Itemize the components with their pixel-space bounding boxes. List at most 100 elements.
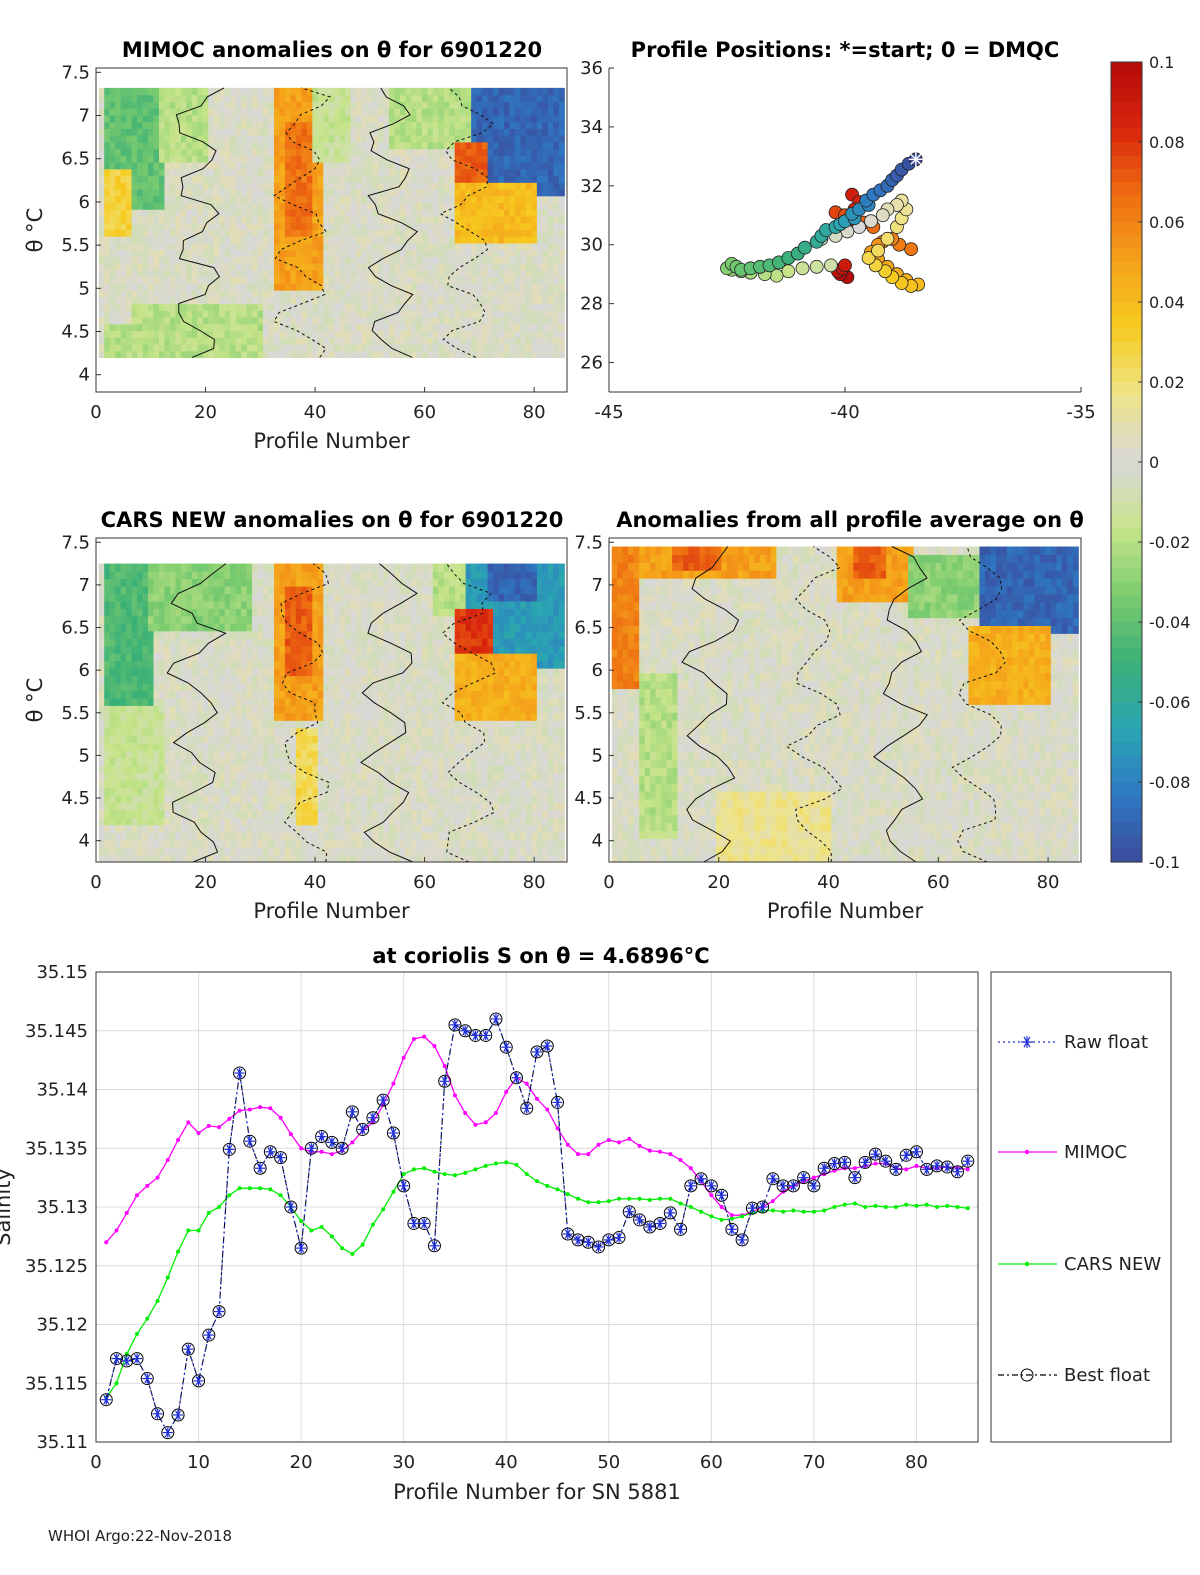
anomaly-cell	[558, 114, 565, 123]
anomaly-cell	[547, 330, 554, 338]
anomaly-cell	[252, 209, 259, 217]
anomaly-cell	[120, 630, 127, 639]
anomaly-cell	[148, 135, 155, 143]
anomaly-cell	[323, 337, 330, 345]
anomaly-cell	[421, 323, 428, 332]
anomaly-cell	[126, 168, 133, 177]
anomaly-cell	[432, 229, 439, 237]
anomaly-cell	[394, 283, 401, 291]
anomaly-cell	[252, 615, 259, 624]
anomaly-cell	[432, 135, 439, 143]
anomaly-cell	[273, 653, 281, 662]
anomaly-cell	[295, 779, 302, 788]
anomaly-cell	[493, 128, 500, 136]
anomaly-cell	[115, 653, 122, 662]
anomaly-cell	[169, 705, 177, 714]
anomaly-cell	[180, 854, 187, 863]
anomaly-cell	[230, 195, 237, 204]
anomaly-cell	[263, 787, 270, 796]
anomaly-cell	[301, 705, 308, 714]
anomaly-cell	[421, 162, 428, 170]
anomaly-cell	[164, 242, 171, 251]
anomaly-cell	[180, 750, 187, 759]
anomaly-cell	[284, 750, 292, 759]
anomaly-cell	[410, 155, 417, 163]
anomaly-cell	[224, 824, 231, 833]
anomaly-cell	[290, 222, 297, 230]
anomaly-cell	[476, 128, 483, 136]
anomaly-cell	[180, 310, 187, 318]
anomaly-cell	[295, 242, 302, 251]
anomaly-cell	[498, 128, 505, 136]
anomaly-cell	[432, 343, 439, 352]
anomaly-cell	[378, 114, 385, 123]
anomaly-cell	[432, 155, 439, 163]
anomaly-cell	[186, 229, 193, 237]
anomaly-cell	[284, 847, 292, 856]
anomaly-cell	[169, 615, 177, 624]
anomaly-cell	[153, 675, 160, 684]
anomaly-cell	[180, 623, 187, 632]
anomaly-cell	[219, 757, 226, 766]
anomaly-cell	[131, 802, 138, 811]
anomaly-cell	[246, 794, 253, 803]
anomaly-cell	[438, 236, 445, 244]
anomaly-cell	[219, 600, 226, 609]
anomaly-cell	[487, 128, 494, 136]
anomaly-cell	[257, 209, 264, 217]
anomaly-cell	[471, 87, 478, 96]
anomaly-cell	[235, 645, 242, 654]
anomaly-cell	[153, 802, 160, 811]
anomaly-cell	[389, 283, 396, 291]
anomaly-cell	[153, 563, 160, 572]
anomaly-cell	[356, 242, 363, 251]
anomaly-cell	[323, 269, 330, 278]
anomaly-cell	[126, 283, 133, 291]
anomaly-cell	[208, 195, 215, 204]
anomaly-cell	[230, 571, 237, 580]
anomaly-cell	[164, 809, 171, 818]
anomaly-cell	[290, 114, 297, 123]
anomaly-cell	[504, 121, 511, 129]
anomaly-cell	[142, 720, 149, 729]
anomaly-cell	[525, 290, 533, 298]
anomaly-cell	[142, 263, 149, 271]
anomaly-cell	[465, 343, 472, 352]
anomaly-cell	[323, 229, 330, 237]
anomaly-cell	[394, 256, 401, 264]
anomaly-cell	[284, 653, 292, 662]
anomaly-cell	[241, 802, 248, 811]
anomaly-cell	[295, 148, 302, 156]
anomaly-cell	[137, 303, 144, 311]
anomaly-cell	[98, 188, 105, 197]
anomaly-cell	[241, 600, 248, 609]
anomaly-cell	[104, 168, 111, 177]
anomaly-cell	[295, 705, 302, 714]
anomaly-cell	[312, 249, 319, 257]
anomaly-cell	[175, 839, 182, 848]
anomaly-cell	[421, 155, 428, 163]
anomaly-cell	[443, 215, 450, 224]
anomaly-cell	[175, 263, 182, 271]
anomaly-cell	[235, 697, 242, 706]
anomaly-cell	[235, 337, 242, 345]
anomaly-cell	[284, 712, 292, 721]
anomaly-cell	[372, 121, 379, 129]
anomaly-cell	[317, 135, 324, 143]
anomaly-cell	[317, 263, 324, 271]
anomaly-cell	[520, 108, 527, 116]
anomaly-cell	[273, 802, 281, 811]
anomaly-cell	[520, 290, 527, 298]
anomaly-cell	[306, 578, 313, 587]
anomaly-cell	[148, 682, 155, 692]
anomaly-cell	[175, 128, 182, 136]
anomaly-cell	[339, 290, 346, 298]
anomaly-cell	[219, 135, 226, 143]
anomaly-cell	[263, 817, 270, 826]
anomaly-cell	[284, 682, 292, 692]
anomaly-cell	[279, 571, 286, 580]
anomaly-cell	[137, 256, 144, 264]
anomaly-cell	[186, 283, 193, 291]
anomaly-cell	[498, 135, 505, 143]
anomaly-cell	[153, 202, 160, 210]
